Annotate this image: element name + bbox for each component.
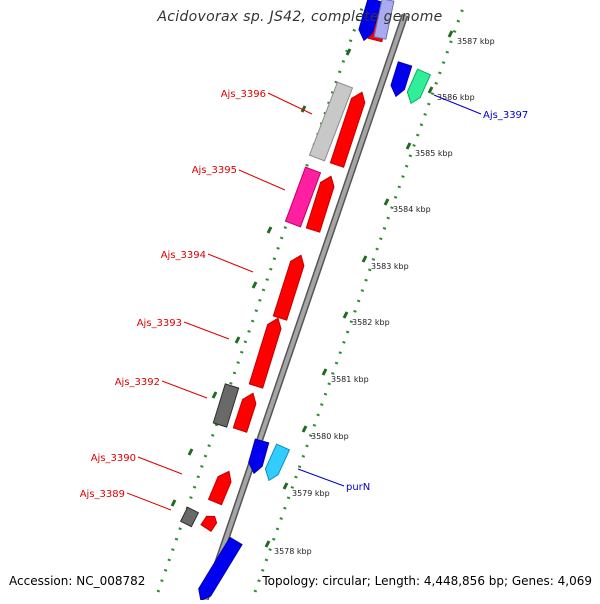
gene-ajs-3397-arrow[interactable] <box>406 68 432 105</box>
leader-line-purn <box>297 468 345 487</box>
gene-ajs-3396-arrow[interactable] <box>329 91 366 168</box>
gene-label-ajs-3393[interactable]: Ajs_3393 <box>137 318 182 329</box>
kbp-tick-mark <box>383 198 390 206</box>
leader-line-ajs-3395 <box>238 169 286 191</box>
kbp-tick-mark <box>342 311 349 319</box>
kbp-tick-mark <box>361 255 368 263</box>
gene-top-blue-arrow[interactable] <box>358 0 383 42</box>
left-tick-mark <box>345 48 352 56</box>
left-tick-mark <box>251 281 258 289</box>
kbp-tick-mark <box>447 30 454 38</box>
leader-line-ajs-3397 <box>433 94 482 115</box>
leader-line-ajs-3392 <box>161 380 208 399</box>
kbp-tick-mark <box>301 425 308 433</box>
left-tick-mark <box>266 226 273 234</box>
kbp-tick-label: 3579 kbp <box>292 489 330 498</box>
leader-line-ajs-3389 <box>126 492 172 511</box>
left-tick-mark <box>300 105 307 113</box>
kbp-tick-label: 3585 kbp <box>415 149 453 158</box>
kbp-tick-mark <box>282 482 289 490</box>
leader-line-ajs-3394 <box>207 253 254 273</box>
leader-line-ajs-3396 <box>267 92 313 115</box>
right-dotted-line <box>253 7 465 593</box>
gene-labels: Ajs_3396 Ajs_3395 Ajs_3394 Ajs_3393 Ajs_3392… <box>80 89 528 511</box>
gene-purn-arrow[interactable] <box>264 443 291 482</box>
gene-label-ajs-3394[interactable]: Ajs_3394 <box>161 250 206 261</box>
gene-label-ajs-3395[interactable]: Ajs_3395 <box>192 165 237 176</box>
left-tick-mark <box>211 391 218 399</box>
gene-blue-3397-arrow[interactable] <box>390 61 413 98</box>
gene-ajs-3390-arrow[interactable] <box>207 470 232 506</box>
gene-top-lavender-box[interactable] <box>373 0 395 40</box>
genes <box>179 0 432 602</box>
gene-ajs-3394-arrow[interactable] <box>272 254 305 321</box>
gene-blue-purn-arrow[interactable] <box>248 438 270 475</box>
kbp-tick-label: 3582 kbp <box>352 318 390 327</box>
gene-ajs-3393-arrow[interactable] <box>248 317 282 389</box>
kbp-tick-mark <box>264 540 271 548</box>
kbp-tick-label: 3586 kbp <box>437 93 475 102</box>
gene-ajs-3395-arrow[interactable] <box>305 175 335 233</box>
left-dotted-line <box>156 7 364 593</box>
gene-ajs-3396-box[interactable] <box>308 81 354 162</box>
accession-text: Accession: NC_008782 <box>9 574 146 588</box>
gene-label-ajs-3390[interactable]: Ajs_3390 <box>91 453 136 464</box>
leader-line-ajs-3390 <box>137 456 183 475</box>
backbone-line <box>203 14 407 601</box>
gene-bottom-blue-arrow[interactable] <box>198 536 243 602</box>
gene-ajs-3395-box[interactable] <box>284 166 322 228</box>
left-tick-mark <box>187 448 194 456</box>
backbone <box>201 13 409 602</box>
leader-line-ajs-3393 <box>183 321 230 340</box>
kbp-tick-mark <box>427 86 434 94</box>
kbp-tick-label: 3584 kbp <box>393 205 431 214</box>
gene-label-ajs-3396[interactable]: Ajs_3396 <box>221 89 266 100</box>
kbp-tick-label: 3587 kbp <box>457 37 495 46</box>
gene-ajs-3389-arrow[interactable] <box>200 515 218 532</box>
gene-ajs-3392-box[interactable] <box>212 383 240 428</box>
kbp-tick-label: 3581 kbp <box>331 375 369 384</box>
gene-label-ajs-3389[interactable]: Ajs_3389 <box>80 489 125 500</box>
genome-title: Acidovorax sp. JS42, complete genome <box>157 9 443 25</box>
kbp-tick-label: 3583 kbp <box>371 262 409 271</box>
gene-ajs-3392-arrow[interactable] <box>232 392 257 433</box>
kbp-tick-label: 3578 kbp <box>274 547 312 556</box>
gene-label-purn[interactable]: purN <box>346 482 370 493</box>
left-tick-mark <box>170 499 177 507</box>
topology-summary: Topology: circular; Length: 4,448,856 bp… <box>262 574 592 588</box>
tick-lines: 3587 kbp 3586 kbp 3585 kbp 3584 kbp 3583 kbp… <box>156 7 495 593</box>
gene-ajs-3389-box[interactable] <box>179 506 200 528</box>
gene-label-ajs-3397[interactable]: Ajs_3397 <box>483 110 528 121</box>
gene-label-ajs-3392[interactable]: Ajs_3392 <box>115 377 160 388</box>
left-tick-mark <box>234 336 241 344</box>
kbp-tick-mark <box>321 368 328 376</box>
kbp-tick-mark <box>405 142 412 150</box>
kbp-tick-label: 3580 kbp <box>311 432 349 441</box>
